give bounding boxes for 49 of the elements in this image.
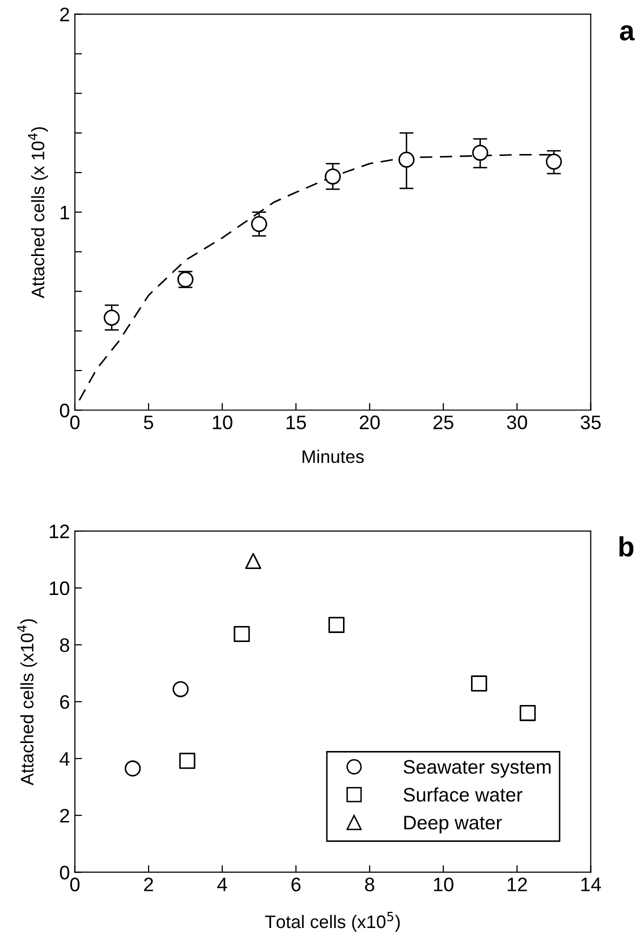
point xyxy=(245,552,262,569)
point xyxy=(172,681,189,698)
y-tick-label: 6 xyxy=(60,695,70,709)
y-tick-label: 8 xyxy=(60,638,70,652)
point xyxy=(471,675,488,692)
y-tick-label: 0 xyxy=(60,404,70,418)
x-tick-label: 5 xyxy=(144,416,154,430)
x-tick-label: 30 xyxy=(506,416,528,430)
point xyxy=(398,152,415,168)
x-tick-label: 15 xyxy=(286,416,306,430)
x-axis-title: Total cells (x10$^{5}$) xyxy=(265,912,400,932)
y-tick-label: 4 xyxy=(60,752,70,766)
x-tick-label: 4 xyxy=(217,878,228,892)
y-tick-label: 10 xyxy=(50,581,70,596)
text: b xyxy=(619,536,634,557)
point xyxy=(546,154,562,170)
point xyxy=(324,168,341,185)
x-tick-label: 2 xyxy=(144,878,154,892)
y-tick-label: 2 xyxy=(60,8,70,22)
legend-label: Seawater system xyxy=(404,760,551,778)
y-axis-title: Attached cells (x10$^{4}$) xyxy=(17,619,38,786)
x-tick-label: 0 xyxy=(70,416,80,430)
x-tick-label: 25 xyxy=(434,416,454,430)
text: a xyxy=(620,25,635,41)
point xyxy=(124,760,141,777)
x-tick-label: 10 xyxy=(434,878,454,892)
y-tick-label: 12 xyxy=(50,524,70,538)
x-tick-label: 6 xyxy=(292,878,301,892)
point xyxy=(520,704,536,722)
point xyxy=(179,752,196,769)
legend-label: Deep water xyxy=(404,816,502,834)
y-axis-title: Attached cells (x 10$^{4}$) xyxy=(28,127,48,298)
point xyxy=(234,626,250,642)
x-tick-label: 8 xyxy=(365,878,374,892)
point xyxy=(251,216,268,232)
x-tick-label: 12 xyxy=(508,878,527,892)
point xyxy=(472,144,488,161)
x-tick-label: 14 xyxy=(581,878,601,892)
point xyxy=(104,310,120,326)
y-tick-label: 0 xyxy=(60,866,70,880)
legend-label: Surface water xyxy=(404,787,522,802)
point xyxy=(328,616,345,633)
x-tick-label: 0 xyxy=(70,878,80,892)
y-tick-label: 1 xyxy=(60,206,70,220)
y-tick-label: 2 xyxy=(60,808,70,822)
x-tick-label: 35 xyxy=(580,416,601,430)
x-axis-title: Minutes xyxy=(302,450,364,464)
x-tick-label: 20 xyxy=(360,416,380,430)
x-tick-label: 10 xyxy=(212,416,232,430)
